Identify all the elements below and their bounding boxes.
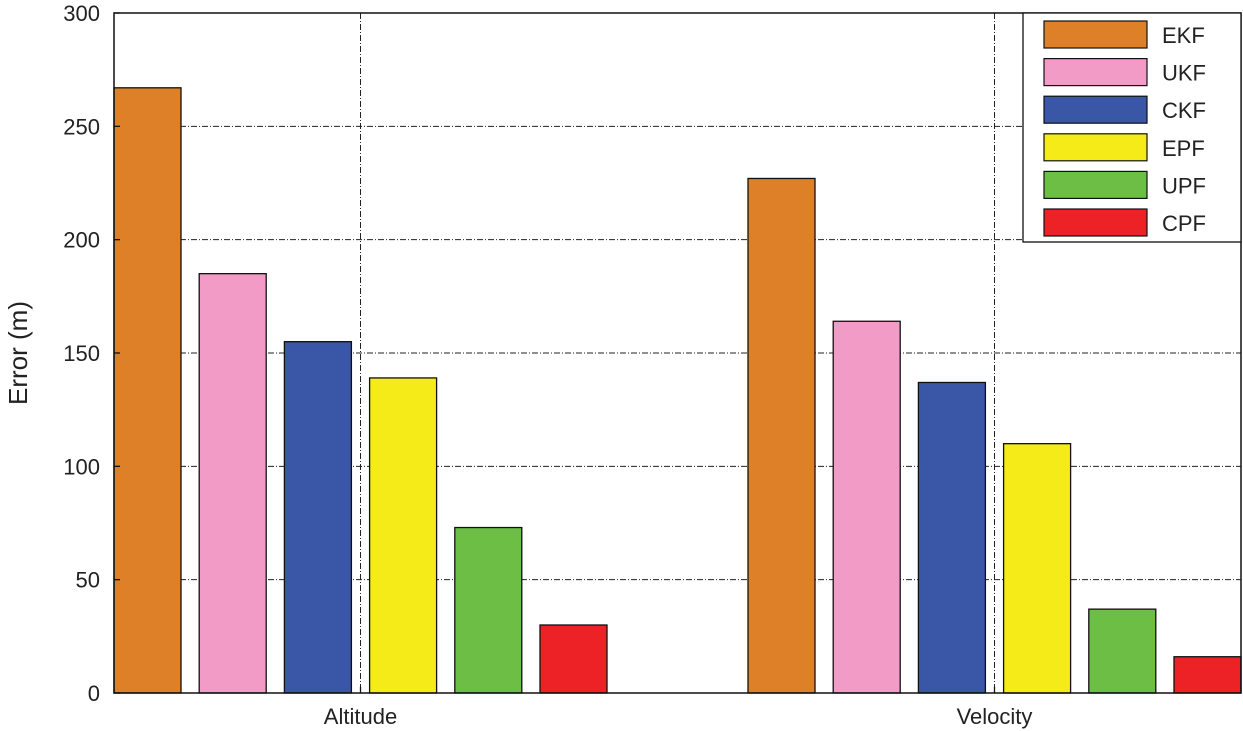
bar-upf-velocity (1088, 608, 1157, 694)
bar-epf-altitude (368, 377, 438, 694)
x-tick-label-velocity: Velocity (957, 704, 1033, 729)
bar-cpf-velocity (1173, 656, 1242, 694)
x-axis-ticks: Altitude Velocity (324, 687, 1033, 729)
y-tick-label: 200 (63, 228, 100, 253)
bar-ckf-velocity (917, 381, 987, 694)
legend-label-ukf: UKF (1162, 61, 1206, 86)
bar-epf-velocity (1002, 443, 1072, 694)
y-tick-label: 0 (88, 681, 100, 706)
legend-box (1022, 12, 1242, 243)
y-axis-title: Error (m) (3, 301, 33, 405)
legend-swatch-ckf (1043, 95, 1148, 124)
legend-swatch-upf (1043, 170, 1148, 199)
y-tick-label: 50 (76, 568, 100, 593)
legend-swatch-cpf (1043, 208, 1148, 237)
y-tick-label: 100 (63, 454, 100, 479)
y-tick-label: 150 (63, 341, 100, 366)
bar-ukf-altitude (198, 273, 267, 694)
legend-swatch-epf (1043, 133, 1148, 162)
y-tick-label: 300 (63, 1, 100, 26)
y-axis-ticks: 0 50 100 150 200 250 300 (63, 1, 120, 706)
bars (113, 87, 1242, 694)
legend-swatch-ekf (1043, 20, 1148, 49)
bar-cpf-altitude (539, 624, 608, 694)
bar-ukf-velocity (832, 320, 901, 694)
bar-ekf-altitude (113, 87, 182, 694)
bar-upf-altitude (454, 526, 523, 694)
legend-label-cpf: CPF (1162, 211, 1206, 236)
bar-ekf-velocity (747, 177, 816, 694)
legend: EKF UKF CKF EPF UPF CPF (1022, 12, 1242, 243)
legend-label-ekf: EKF (1162, 23, 1205, 48)
y-tick-label: 250 (63, 114, 100, 139)
legend-label-epf: EPF (1162, 136, 1205, 161)
x-tick-label-altitude: Altitude (324, 704, 397, 729)
legend-label-upf: UPF (1162, 173, 1206, 198)
legend-swatch-ukf (1043, 57, 1148, 87)
bar-ckf-altitude (283, 341, 353, 694)
legend-label-ckf: CKF (1162, 98, 1206, 123)
